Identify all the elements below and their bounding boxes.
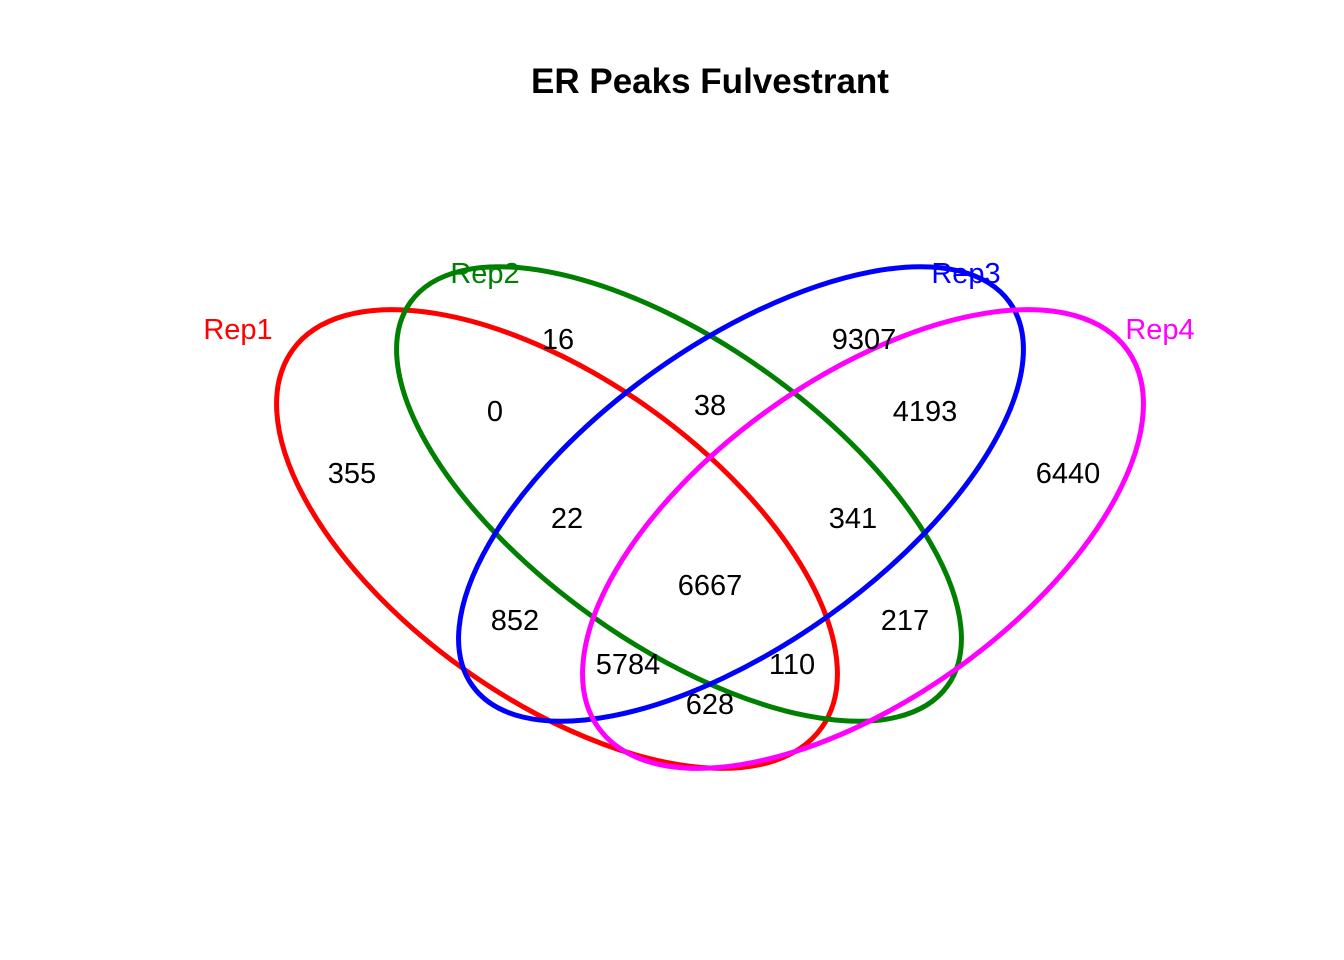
rep4-label: Rep4: [1125, 314, 1194, 346]
rep3-ellipse: [456, 264, 1026, 724]
count-rep1-rep3: 852: [491, 605, 539, 637]
rep1-ellipse: [274, 307, 840, 771]
diagram-title: ER Peaks Fulvestrant: [531, 62, 889, 101]
count-rep1-rep3-rep4: 5784: [596, 649, 661, 681]
count-rep1-rep2-rep3: 22: [551, 503, 583, 535]
rep2-ellipse: [394, 264, 964, 724]
count-rep2-rep3: 38: [694, 390, 726, 422]
rep3-label: Rep3: [931, 258, 1000, 290]
count-rep1-rep4: 628: [686, 689, 734, 721]
count-rep2-rep4: 217: [881, 605, 929, 637]
rep2-label: Rep2: [450, 258, 519, 290]
rep1-label: Rep1: [203, 314, 272, 346]
count-rep1-rep2-rep4: 110: [769, 649, 815, 681]
count-all-four: 6667: [678, 570, 743, 602]
count-rep1-only: 355: [328, 458, 376, 490]
count-rep3-rep4: 4193: [893, 396, 958, 428]
count-rep4-only: 6440: [1036, 458, 1101, 490]
count-rep3-only: 9307: [832, 324, 897, 356]
count-rep2-rep3-rep4: 341: [829, 503, 877, 535]
count-rep2-only: 16: [542, 324, 574, 356]
count-rep1-rep2: 0: [487, 396, 503, 428]
rep4-ellipse: [580, 307, 1146, 771]
